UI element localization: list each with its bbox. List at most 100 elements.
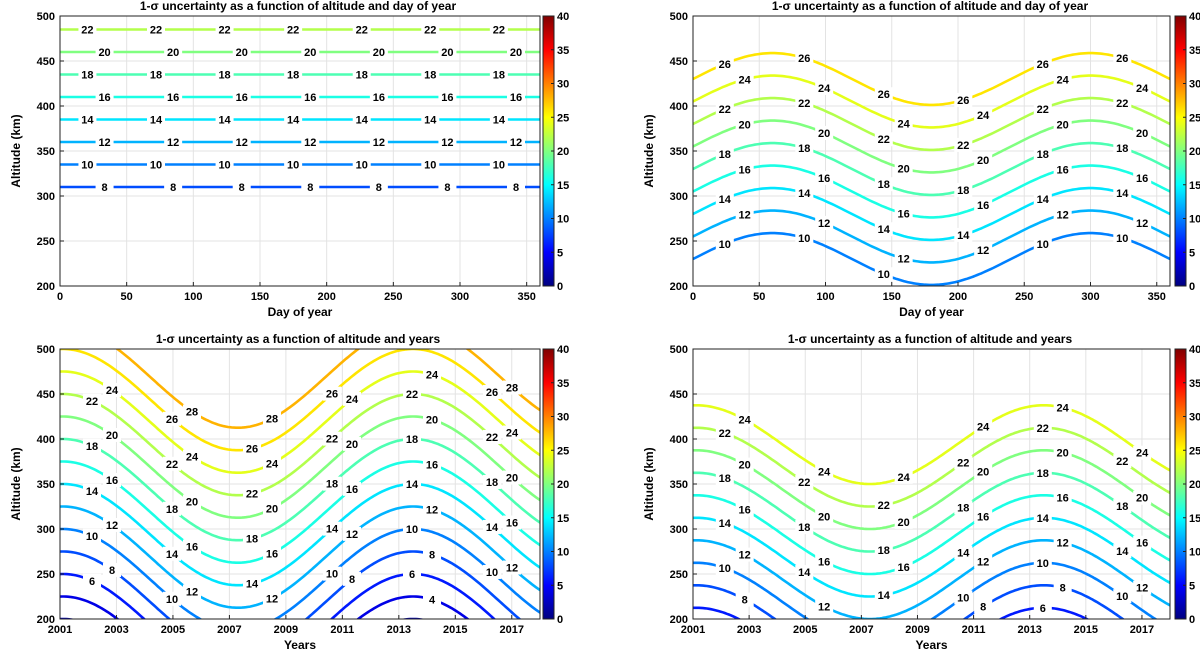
contour-label-bg [974,554,993,569]
contour-label: 18 [1037,468,1049,480]
contour-line-14 [60,482,540,587]
x-axis-label: Years [284,638,316,652]
contour-label-bg [1113,186,1132,201]
contour-label: 10 [1116,591,1128,603]
contour-label: 16 [167,92,179,104]
contour-label-bg [284,22,303,37]
contour-label-bg [1133,125,1152,140]
contour-label: 18 [246,534,258,546]
chart-title: 1-σ uncertainty as a function of altitud… [140,0,457,13]
contour-line-8 [693,584,1125,619]
contour-label: 14 [719,518,732,530]
contour-label: 12 [186,587,198,599]
contour-label: 8 [109,565,115,577]
contour-label: 10 [719,563,731,575]
contour-label-bg [735,502,754,517]
colorbar-tick-label: 5 [557,580,563,592]
contour-label-bg [894,161,913,176]
contour-label-bg [1133,170,1152,185]
contour-label: 10 [166,594,178,606]
contour-label: 22 [1116,456,1128,468]
contour-label: 18 [486,477,498,489]
contour-label-bg [263,501,281,516]
colorbar-tick-label: 35 [1189,45,1200,57]
y-tick-label: 200 [37,281,55,293]
colorbar-tick-label: 30 [557,79,569,91]
contour-label-bg [503,425,521,440]
contour-label: 24 [1136,448,1149,460]
contour-label-bg [423,592,441,607]
colorbar-tick-label: 15 [557,180,569,192]
contour-label-bg [489,67,508,82]
contour-label-bg [735,117,754,132]
contour-label-bg [483,564,501,579]
x-tick-label: 250 [1015,291,1033,303]
contour-label-bg [715,191,734,206]
contour-label: 26 [957,95,969,107]
contour-label: 14 [424,115,437,127]
colorbar-tick-label: 20 [557,146,569,158]
contour-label-bg [243,441,261,456]
contour-label: 18 [798,143,810,155]
contour-label-bg [423,502,441,517]
colorbar-tick-label: 0 [557,614,563,626]
contour-line-18 [60,437,540,542]
x-tick-label: 50 [753,291,765,303]
contour-label-bg [243,576,261,591]
contour-label: 26 [246,444,258,456]
contour-line-12 [693,539,1170,619]
contour-label-bg [163,456,181,471]
contour-label: 28 [266,414,278,426]
contour-label-bg [1053,117,1072,132]
contour-label: 20 [236,47,248,59]
contour-label-bg [323,566,341,581]
contour-label: 8 [980,602,986,614]
contour-line-18 [693,141,1170,197]
contour-label-bg [874,132,893,147]
contour-label: 12 [739,550,751,562]
y-tick-label: 400 [37,101,55,113]
contour-label: 22 [957,457,969,469]
contour-label-bg [735,207,754,222]
contour-label-bg [263,546,281,561]
contour-label: 24 [1136,83,1149,95]
y-tick-label: 300 [37,524,55,536]
contour-label-bg [974,198,993,213]
y-tick-label: 300 [670,191,688,203]
contour-label: 12 [1057,538,1069,550]
contour-label-bg [78,22,97,37]
contour-label-bg [95,180,114,194]
contour-line-20 [693,449,1170,531]
contour-label: 18 [326,479,338,491]
contour-label-bg [974,243,993,258]
contour-label-bg [1053,207,1072,222]
contour-label: 22 [424,25,436,37]
contour-label: 10 [150,160,162,172]
contour-label: 22 [878,134,890,146]
contour-label: 10 [218,160,230,172]
contour-label: 24 [106,385,119,397]
contour-line-22 [693,96,1170,152]
x-tick-label: 2015 [443,624,467,636]
contour-label: 18 [1116,143,1128,155]
contour-label-bg [1053,72,1072,87]
contour-label: 24 [977,422,990,434]
contour-label: 20 [1057,119,1069,131]
contour-label: 22 [1116,98,1128,110]
contour-label-bg [735,72,754,87]
contour-label: 12 [977,557,989,569]
contour-label-bg [343,526,361,541]
contour-label-bg [1053,490,1072,505]
chart-title: 1-σ uncertainty as a function of altitud… [772,0,1089,13]
contour-label-bg [815,509,834,524]
contour-label: 22 [798,477,810,489]
contour-label-bg [815,80,834,95]
contour-label: 24 [346,394,359,406]
contour-label-bg [974,153,993,168]
contour-label: 20 [1136,493,1148,505]
contour-label: 20 [739,460,751,472]
contour-label: 22 [1037,104,1049,116]
contour-label-bg [1133,80,1152,95]
contour-label: 16 [739,164,751,176]
contour-label-bg [815,554,834,569]
